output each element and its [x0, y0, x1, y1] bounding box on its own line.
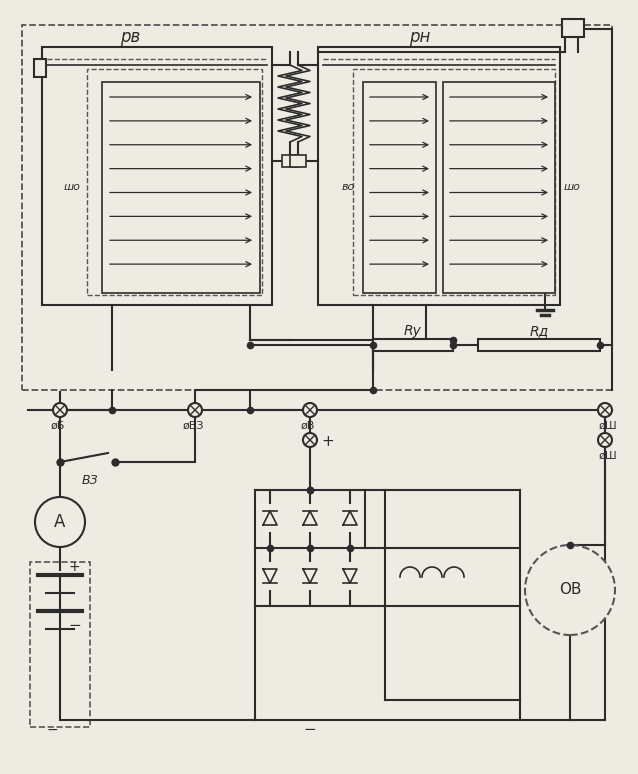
Bar [102, 82, 260, 293]
Bar [87, 69, 262, 295]
Text: рн: рн [410, 28, 431, 46]
Text: ОВ: ОВ [559, 583, 581, 598]
Text: +: + [322, 433, 334, 448]
Bar [282, 155, 298, 167]
Text: +: + [68, 560, 80, 574]
Text: øБ: øБ [51, 421, 65, 431]
Text: øШ: øШ [598, 421, 618, 431]
Text: −: − [46, 723, 58, 737]
Text: шо: шо [563, 183, 581, 193]
Text: ВЗ: ВЗ [82, 474, 98, 487]
Text: −: − [69, 618, 82, 632]
Circle shape [525, 545, 615, 635]
Bar [30, 562, 90, 727]
Bar [373, 339, 453, 351]
Text: øВЗ: øВЗ [182, 421, 204, 431]
Circle shape [188, 403, 202, 417]
Circle shape [598, 433, 612, 447]
Bar [443, 82, 555, 293]
Circle shape [303, 403, 317, 417]
Bar [562, 19, 584, 37]
Circle shape [598, 403, 612, 417]
Bar [42, 47, 272, 305]
Bar [363, 82, 436, 293]
Bar [34, 59, 46, 77]
Bar [353, 69, 555, 295]
Circle shape [53, 403, 67, 417]
Bar [290, 155, 306, 167]
Text: øШ: øШ [598, 451, 618, 461]
Text: Rу: Rу [404, 324, 422, 338]
Circle shape [35, 497, 85, 547]
Text: шо: шо [64, 183, 80, 193]
Text: øВ: øВ [300, 421, 315, 431]
Text: −: − [304, 722, 316, 738]
Bar [478, 339, 600, 351]
Bar [22, 25, 612, 390]
Text: рв: рв [120, 28, 140, 46]
Bar [318, 47, 560, 305]
Text: А: А [54, 513, 66, 531]
Text: Rд: Rд [530, 324, 549, 338]
Circle shape [303, 433, 317, 447]
Text: во: во [341, 183, 355, 193]
